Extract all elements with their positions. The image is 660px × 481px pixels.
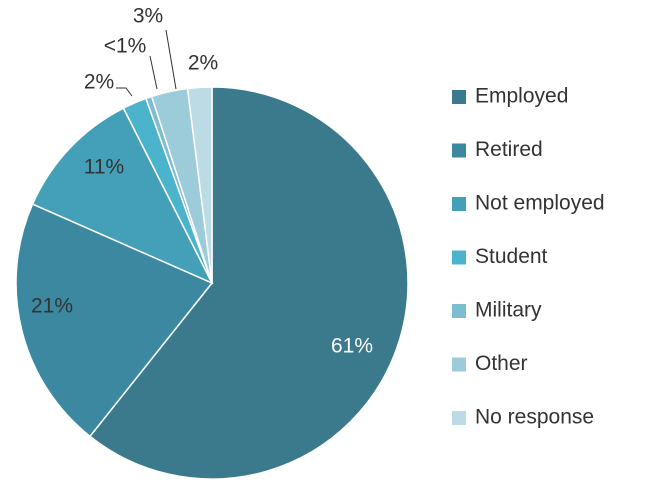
data-label: 2% — [188, 52, 218, 75]
legend-swatch — [452, 90, 466, 104]
legend-label: Other — [475, 352, 528, 375]
data-label: 61% — [331, 335, 373, 358]
legend-swatch — [452, 304, 466, 318]
data-label: 3% — [133, 5, 163, 28]
legend-swatch — [452, 250, 466, 265]
legend-swatch — [452, 143, 466, 158]
leader-line — [149, 55, 158, 90]
data-label: 21% — [31, 295, 73, 318]
legend-swatch — [452, 411, 466, 425]
leader-line — [116, 87, 133, 97]
pie-slice — [186, 86, 213, 284]
data-label: 2% — [84, 71, 114, 94]
legend-label: Not employed — [475, 192, 605, 215]
pie-slice — [31, 107, 214, 285]
leader-line — [165, 29, 177, 90]
pie-slice — [88, 86, 409, 480]
legend-label: Military — [475, 299, 542, 322]
legend-label: Student — [475, 245, 548, 268]
data-label: 11% — [84, 156, 124, 179]
legend-swatch — [452, 357, 466, 372]
legend-label: No response — [475, 406, 594, 429]
legend-swatch — [452, 197, 466, 211]
legend-label: Retired — [475, 138, 543, 161]
legend-label: Employed — [475, 85, 568, 108]
data-label: <1% — [104, 35, 147, 58]
